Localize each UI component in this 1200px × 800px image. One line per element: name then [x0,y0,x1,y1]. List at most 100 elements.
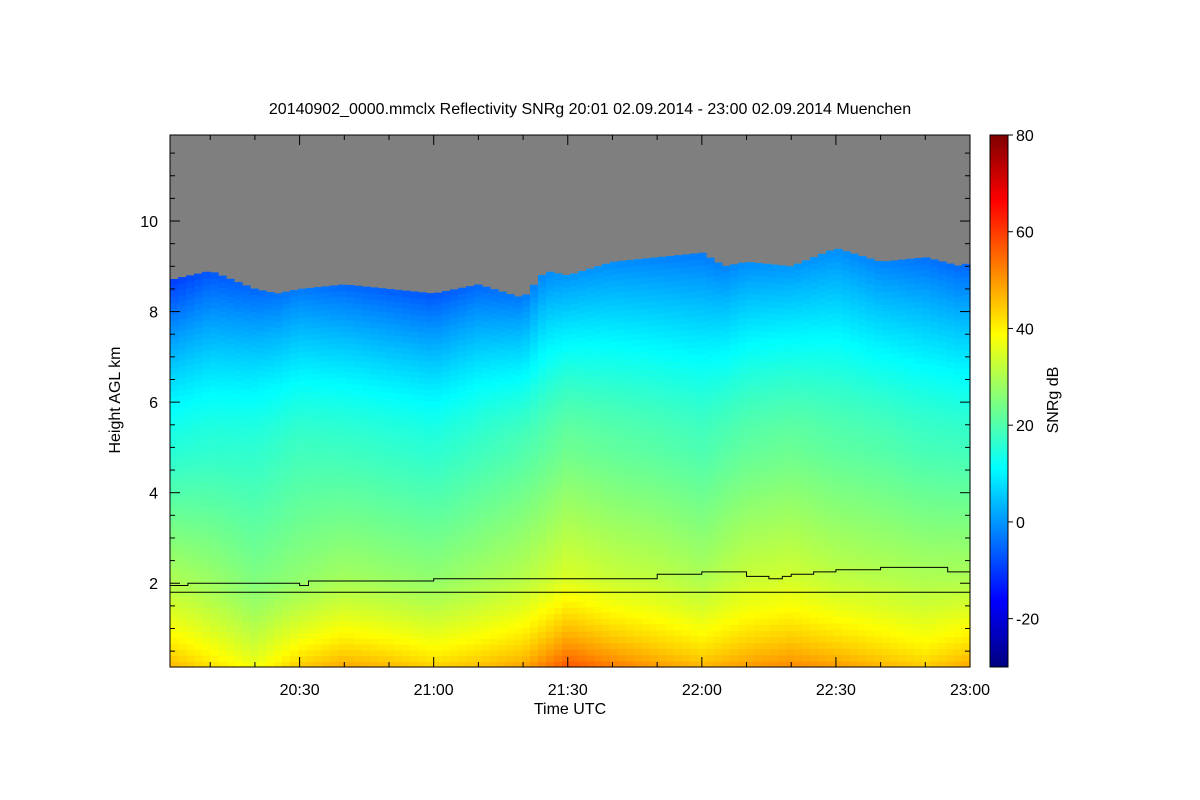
heat-cell [218,631,227,638]
heat-cell [346,568,355,575]
heat-cell [610,550,619,558]
heat-cell [234,509,243,516]
heat-cell [642,338,651,346]
heat-cell [466,349,475,356]
heat-cell [242,533,251,541]
heat-cell [570,607,579,614]
heat-cell [642,276,651,284]
heat-cell [314,287,323,294]
heat-cell [314,459,323,467]
heat-cell [594,557,603,565]
heat-cell [266,314,275,321]
heat-cell [410,439,419,446]
heat-cell [250,380,259,387]
heat-cell [418,400,427,407]
heat-cell [250,322,259,330]
heat-cell [658,269,667,277]
heat-cell [594,308,603,316]
heat-cell [482,390,491,397]
heat-cell [674,585,683,593]
heat-cell [274,355,283,362]
heat-cell [530,626,539,633]
heat-cell [522,458,531,465]
heat-cell [650,300,659,308]
heat-cell [578,373,587,380]
heat-cell [442,308,451,315]
heat-cell [466,395,475,403]
heat-cell [202,559,211,566]
heat-cell [650,369,659,377]
heat-cell [442,347,451,355]
heat-cell [314,304,323,311]
heat-cell [730,416,739,424]
heat-cell [674,654,683,662]
heat-cell [762,349,771,356]
heat-cell [642,301,651,309]
heat-cell [378,293,387,301]
heat-cell [522,508,531,516]
heat-cell [186,299,195,306]
heat-cell [714,581,723,588]
heat-cell [402,307,411,315]
heat-cell [682,348,691,355]
heat-cell [538,429,547,436]
heat-cell [650,276,659,283]
heat-cell [730,544,739,552]
heat-cell [586,648,595,656]
heat-cell [674,386,683,394]
heat-cell [618,500,627,508]
heat-cell [442,661,451,668]
heat-cell [370,500,379,507]
heat-cell [650,499,659,507]
heat-cell [642,326,651,334]
heat-cell [714,385,723,392]
heat-cell [234,626,243,633]
heat-cell [450,380,459,388]
heat-cell [746,574,755,582]
heat-cell [762,605,771,613]
heat-cell [322,476,331,483]
heat-cell [554,476,563,483]
heat-cell [386,300,395,307]
heat-cell [362,413,371,420]
heat-cell [634,296,643,304]
heat-cell [482,384,491,392]
heat-cell [714,532,723,539]
heat-cell [602,294,611,301]
heat-cell [258,638,267,645]
heat-cell [322,534,331,541]
heat-cell [178,649,187,656]
heat-cell [218,566,227,573]
heat-cell [250,345,259,353]
heat-cell [650,573,659,581]
heat-cell [266,428,275,435]
heat-cell [450,472,459,479]
heat-cell [418,519,427,526]
heat-cell [426,616,435,623]
heat-cell [522,582,531,589]
heat-cell [618,371,627,379]
heat-cell [682,585,691,593]
heat-cell [210,445,219,453]
heat-cell [362,528,371,536]
heat-cell [274,440,283,447]
heat-cell [690,453,699,461]
heat-cell [714,348,723,356]
heat-cell [658,567,667,575]
heat-cell [506,548,515,555]
heat-cell [586,582,595,590]
heat-cell [498,558,507,566]
heat-cell [394,387,403,394]
heat-cell [258,581,267,588]
heat-cell [610,464,619,472]
heat-cell [506,638,515,645]
heat-cell [682,429,691,437]
heat-cell [482,373,491,380]
heat-cell [498,359,507,367]
heat-cell [658,368,667,376]
heat-cell [298,546,307,553]
heat-cell [594,272,603,279]
heat-cell [714,323,723,331]
heat-cell [562,352,571,359]
heat-cell [458,488,467,496]
